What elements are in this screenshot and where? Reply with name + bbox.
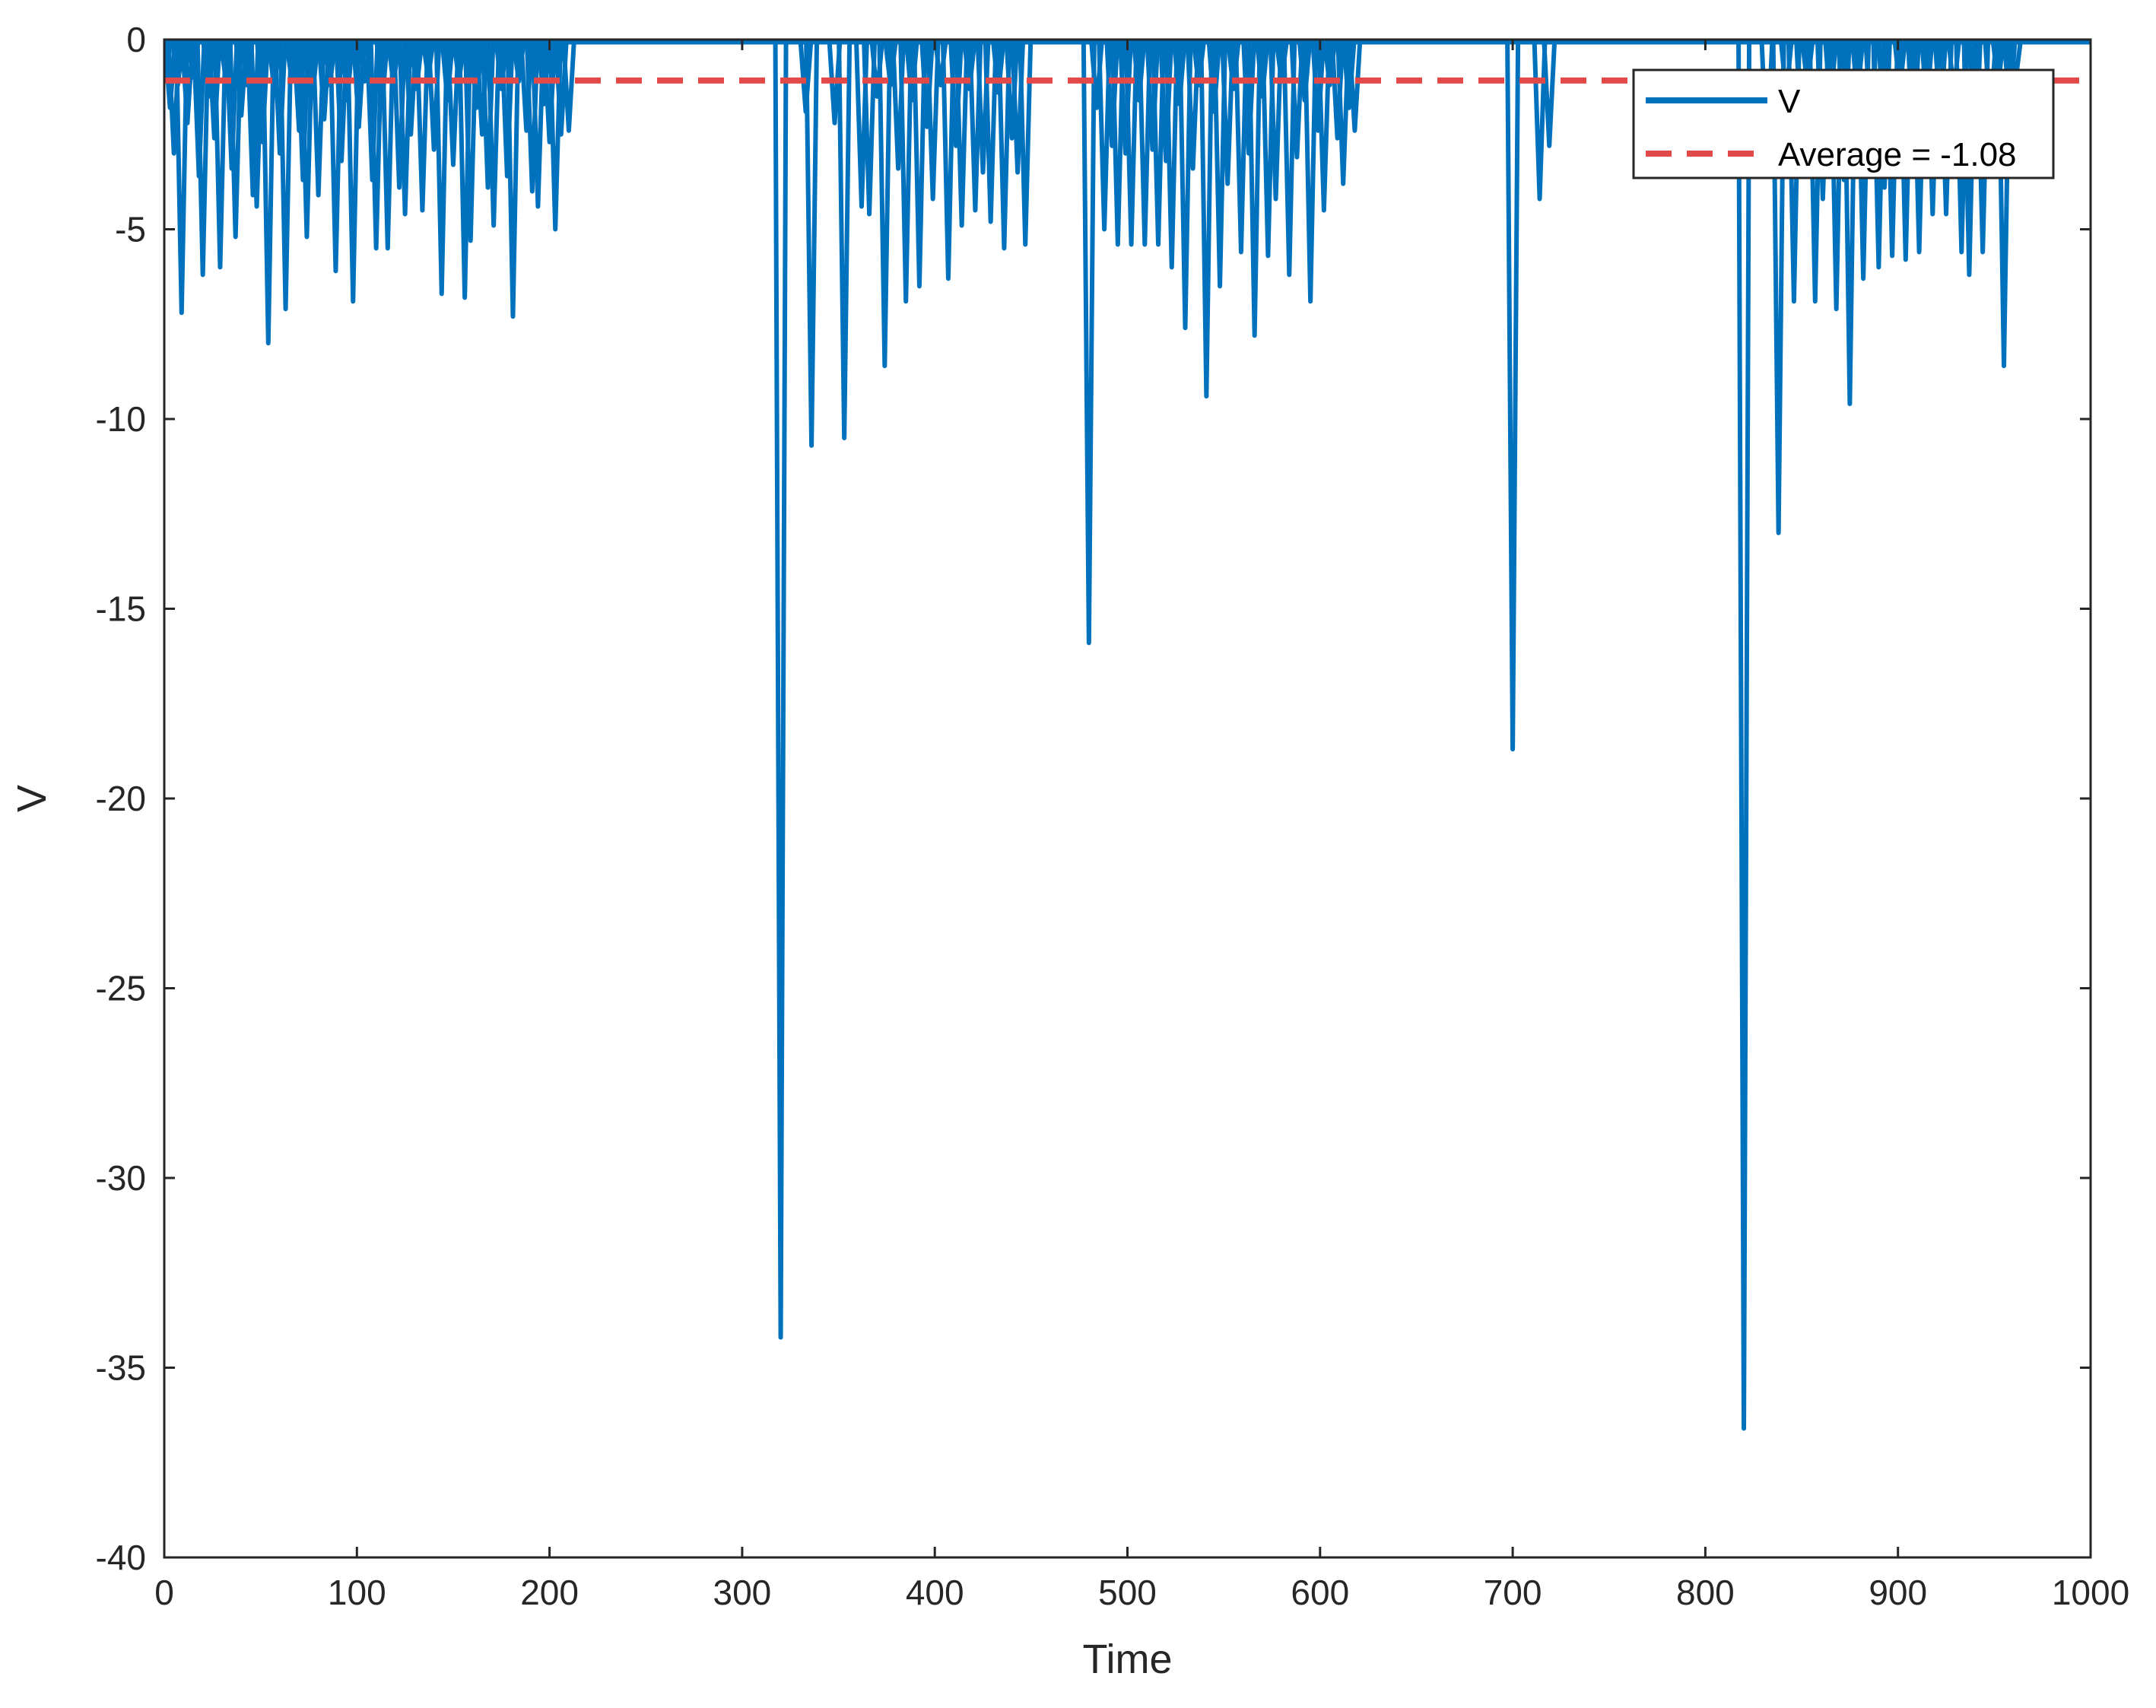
series-v-spike	[1018, 39, 1034, 247]
x-tick-label: 300	[713, 1573, 772, 1612]
series-v-spike	[414, 39, 430, 213]
series-v-spike	[1281, 39, 1297, 278]
series-v-spike	[1303, 39, 1319, 304]
series-v-spike	[505, 39, 521, 319]
y-tick-label: -20	[96, 779, 146, 818]
series-v-spike	[911, 39, 927, 289]
x-tick-label: 800	[1676, 1573, 1735, 1612]
series-v-spike	[1164, 39, 1180, 270]
series-v-spike	[1347, 39, 1363, 133]
x-tick-label: 1000	[2052, 1573, 2129, 1612]
y-tick-label: -10	[96, 399, 146, 439]
y-tick-label: -5	[115, 210, 146, 249]
y-tick-label: -35	[96, 1348, 146, 1388]
series-v-spike	[212, 39, 228, 270]
y-tick-label: -40	[96, 1538, 146, 1577]
series-v-spike	[278, 39, 294, 312]
series-v-spike	[1736, 39, 1752, 1431]
x-tick-label: 600	[1291, 1573, 1349, 1612]
x-tick-label: 0	[154, 1573, 174, 1612]
series-v-spike	[1199, 39, 1215, 399]
series-v-spike	[996, 39, 1012, 251]
axis-ticks: 0 100 200 300 400 500 600 700 800 900 1000 0 -5 -10 -1…	[96, 20, 2130, 1612]
x-tick-label: 200	[520, 1573, 579, 1612]
series-v-spike	[1542, 39, 1557, 148]
series-v-spike	[1316, 39, 1332, 213]
series-v-spike	[1770, 39, 1786, 535]
series-v-spike	[1505, 39, 1521, 752]
series-v-spike	[954, 39, 970, 228]
series-v-spike	[1177, 39, 1193, 331]
x-tick-label: 400	[906, 1573, 964, 1612]
series-v-spike	[305, 39, 321, 99]
legend-box	[1632, 68, 2055, 179]
series-v-spike	[299, 39, 315, 240]
legend-label-average: Average = -1.08	[1778, 136, 2017, 173]
x-tick-label: 500	[1098, 1573, 1157, 1612]
series-v-spike	[486, 39, 502, 228]
series-v-spike	[368, 39, 384, 251]
x-tick-label: 700	[1484, 1573, 1542, 1612]
series-v-spike	[804, 39, 820, 448]
plot-area	[164, 40, 2091, 1557]
x-tick-label: 900	[1869, 1573, 1927, 1612]
series-v-spike	[260, 39, 276, 346]
series-v-spike	[271, 39, 287, 156]
series-v-spike	[560, 39, 576, 133]
series-v-spike	[1532, 39, 1548, 202]
series-v-spike	[773, 39, 789, 1340]
series-v-spike	[1246, 39, 1262, 338]
y-tick-label: -30	[96, 1158, 146, 1198]
series-v-spike	[245, 39, 261, 198]
series-v-spike	[837, 39, 853, 440]
series-v-spike	[1081, 39, 1097, 646]
series-v-spike	[195, 39, 211, 278]
y-axis-title: V	[9, 785, 55, 812]
series-v-spike	[1268, 39, 1284, 202]
series-v-spike	[379, 39, 395, 251]
x-axis-title: Time	[1083, 1637, 1173, 1682]
series-v-spike	[898, 39, 914, 304]
y-tick-label: -25	[96, 969, 146, 1008]
legend: V Average = -1.08	[1632, 68, 2055, 179]
series-v-spike	[433, 39, 449, 297]
series-v-spike	[877, 39, 893, 369]
series-v-spike	[173, 39, 189, 316]
legend-label-v: V	[1778, 83, 1801, 120]
series-v-spike	[1123, 39, 1139, 247]
series-v-spike	[862, 39, 878, 217]
series-v-spike	[494, 39, 510, 91]
series-v-spike	[266, 39, 282, 91]
series-v-spike	[295, 39, 311, 183]
series-v-spike	[940, 39, 956, 281]
y-tick-label: -15	[96, 589, 146, 629]
series-v-spike	[925, 39, 941, 202]
y-tick-label: 0	[126, 20, 146, 59]
series-v-spike	[206, 39, 222, 141]
x-tick-label: 100	[328, 1573, 386, 1612]
series-v-spike	[983, 39, 999, 224]
